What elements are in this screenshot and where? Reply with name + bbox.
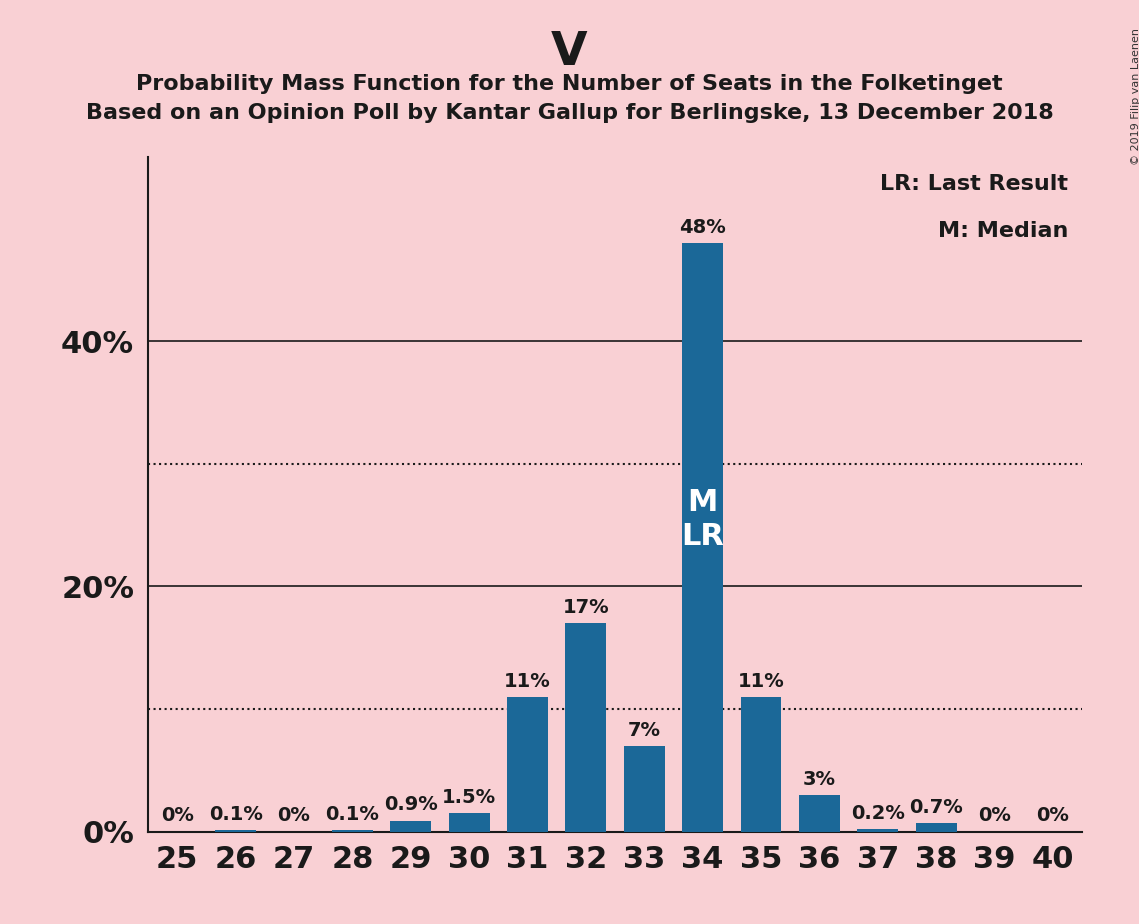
Text: 7%: 7% bbox=[628, 721, 661, 739]
Text: 0.1%: 0.1% bbox=[326, 805, 379, 824]
Bar bbox=[740, 697, 781, 832]
Text: 0.2%: 0.2% bbox=[851, 804, 904, 823]
Bar bbox=[916, 823, 957, 832]
Text: 48%: 48% bbox=[679, 218, 726, 237]
Text: 0%: 0% bbox=[278, 807, 311, 825]
Text: LR: Last Result: LR: Last Result bbox=[880, 174, 1068, 194]
Bar bbox=[565, 623, 606, 832]
Bar bbox=[507, 697, 548, 832]
Text: 0.1%: 0.1% bbox=[208, 805, 263, 824]
Text: 11%: 11% bbox=[505, 672, 551, 690]
Text: 11%: 11% bbox=[738, 672, 785, 690]
Text: 17%: 17% bbox=[563, 598, 609, 617]
Bar bbox=[798, 795, 839, 832]
Text: 3%: 3% bbox=[803, 770, 836, 789]
Text: 0%: 0% bbox=[1036, 807, 1070, 825]
Text: 0.9%: 0.9% bbox=[384, 796, 437, 814]
Text: © 2019 Filip van Laenen: © 2019 Filip van Laenen bbox=[1131, 28, 1139, 164]
Text: Based on an Opinion Poll by Kantar Gallup for Berlingske, 13 December 2018: Based on an Opinion Poll by Kantar Gallu… bbox=[85, 103, 1054, 124]
Text: M: Median: M: Median bbox=[937, 221, 1068, 241]
Bar bbox=[449, 813, 490, 832]
Bar bbox=[215, 831, 256, 832]
Text: 0%: 0% bbox=[978, 807, 1011, 825]
Bar bbox=[624, 746, 665, 832]
Text: V: V bbox=[551, 30, 588, 75]
Bar bbox=[331, 831, 372, 832]
Text: 0.7%: 0.7% bbox=[909, 798, 962, 817]
Text: Probability Mass Function for the Number of Seats in the Folketinget: Probability Mass Function for the Number… bbox=[137, 74, 1002, 94]
Bar bbox=[391, 821, 432, 832]
Text: 1.5%: 1.5% bbox=[442, 788, 497, 807]
Bar bbox=[682, 243, 723, 832]
Text: M
LR: M LR bbox=[681, 488, 724, 551]
Text: 0%: 0% bbox=[161, 807, 194, 825]
Bar bbox=[858, 829, 899, 832]
